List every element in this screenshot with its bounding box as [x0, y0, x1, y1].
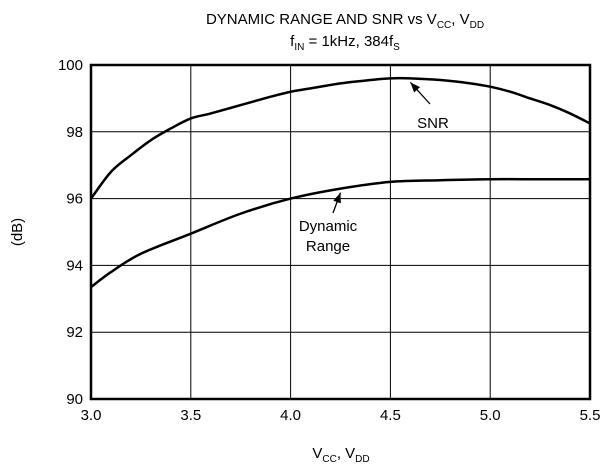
y-axis-label: (dB) [9, 218, 26, 246]
annotation-label: SNR [417, 115, 449, 132]
y-tick-label: 90 [66, 391, 83, 408]
x-tick-label: 3.0 [81, 407, 102, 424]
y-tick-label: 94 [66, 257, 83, 274]
grid-lines [91, 65, 590, 399]
annotations: SNR Dynamic Range [299, 81, 449, 255]
x-tick-label: 3.5 [180, 407, 201, 424]
series-line-snr [89, 76, 591, 200]
y-tick-label: 98 [66, 124, 83, 141]
x-axis-label: VCC, VDD [312, 445, 369, 465]
plot-area [89, 63, 592, 401]
x-tick-label: 4.0 [280, 407, 301, 424]
y-tick-label: 96 [66, 191, 83, 208]
tick-labels: 3.0 3.5 4.0 4.5 5.0 5.5 90 92 94 96 98 100 [58, 57, 600, 424]
chart-title: DYNAMIC RANGE AND SNR vs VCC, VDD [206, 11, 484, 31]
x-tick-label: 4.5 [380, 407, 401, 424]
x-tick-label: 5.0 [480, 407, 501, 424]
y-tick-label: 100 [58, 57, 83, 74]
series-line-dynamic-range [90, 177, 590, 289]
annotation-arrowhead [410, 82, 421, 93]
annotation-arrowhead [333, 192, 341, 204]
series-group [89, 76, 591, 289]
annotation-label: Range [306, 238, 350, 255]
annotation-label: Dynamic [299, 218, 358, 235]
y-tick-label: 92 [66, 324, 83, 341]
chart-subtitle: fIN = 1kHz, 384fS [290, 33, 400, 53]
x-tick-label: 5.5 [580, 407, 601, 424]
